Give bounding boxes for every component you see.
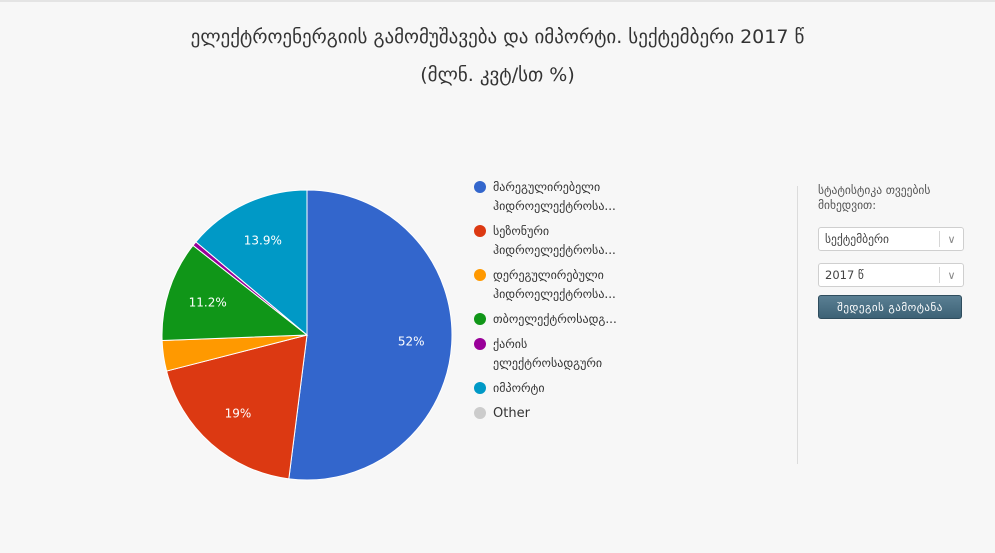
legend-label-line: ქარის	[493, 337, 528, 351]
legend-label: სეზონური ჰიდროელექტროსა...	[493, 222, 663, 260]
legend-label-line: სეზონური	[493, 224, 550, 238]
legend-swatch	[474, 313, 486, 325]
legend-label: ქარის ელექტროსადგური	[493, 335, 663, 373]
legend-item[interactable]: თბოელექტროსადგ...	[474, 310, 674, 329]
filter-label: სტატისტიკა თვეების მიხედვით:	[818, 183, 968, 213]
legend-label: თბოელექტროსადგ...	[493, 310, 663, 329]
pie-chart: 52% 19% 11.2% 13.9%	[161, 189, 453, 481]
legend-item[interactable]: დერეგულირებული ჰიდროელექტროსა...	[474, 266, 674, 304]
legend-label-line: ჰიდროელექტროსა...	[493, 287, 616, 301]
filter-label-line: სტატისტიკა თვეების	[818, 183, 931, 197]
chart-legend: მარეგულირებელი ჰიდროელექტროსა... სეზონური ჰ…	[474, 178, 674, 429]
filter-panel: სტატისტიკა თვეების მიხედვით: სექტემბერი …	[818, 183, 968, 319]
chevron-down-icon[interactable]: ∨	[947, 232, 956, 246]
legend-swatch	[474, 181, 486, 193]
month-select-value: სექტემბერი	[825, 232, 890, 246]
legend-label-line: ჰიდროელექტროსა...	[493, 199, 616, 213]
legend-label-line: თბოელექტროსადგ...	[493, 312, 617, 326]
pie-slice[interactable]	[288, 189, 453, 481]
legend-swatch	[474, 225, 486, 237]
pie-slice[interactable]	[165, 334, 308, 480]
legend-swatch	[474, 269, 486, 281]
pie-data-label: 19%	[225, 406, 252, 420]
legend-label-line: მარეგულირებელი	[493, 180, 601, 194]
legend-label-line: ელექტროსადგური	[493, 356, 603, 370]
chart-title: ელექტროენერგიის გამომუშავება და იმპორტი.…	[190, 26, 805, 48]
legend-item[interactable]: მარეგულირებელი ჰიდროელექტროსა...	[474, 178, 674, 216]
pie-slice[interactable]	[161, 244, 309, 341]
select-separator	[939, 231, 940, 247]
pie-data-label: 11.2%	[189, 296, 227, 310]
year-select-value: 2017 წ	[825, 268, 864, 282]
chevron-down-icon[interactable]: ∨	[947, 268, 956, 282]
legend-label: იმპორტი	[493, 379, 663, 398]
pie-data-label: 13.9%	[244, 233, 282, 247]
legend-label: Other	[493, 404, 663, 423]
panel-divider	[797, 186, 798, 464]
chart-subtitle: (მლნ. კვტ/სთ %)	[420, 64, 575, 86]
legend-label-line: Other	[493, 406, 530, 421]
legend-label-line: იმპორტი	[493, 381, 545, 395]
select-separator	[939, 267, 940, 283]
chart-title-block: ელექტროენერგიის გამომუშავება და იმპორტი.…	[0, 18, 995, 94]
legend-label: დერეგულირებული ჰიდროელექტროსა...	[493, 266, 663, 304]
legend-item[interactable]: Other	[474, 404, 674, 423]
pie-data-label: 52%	[398, 335, 425, 349]
legend-item[interactable]: სეზონური ჰიდროელექტროსა...	[474, 222, 674, 260]
submit-button[interactable]: შედეგის გამოტანა	[818, 295, 962, 319]
legend-swatch	[474, 407, 486, 419]
legend-label-line: ჰიდროელექტროსა...	[493, 243, 616, 257]
legend-label: მარეგულირებელი ჰიდროელექტროსა...	[493, 178, 663, 216]
legend-swatch	[474, 338, 486, 350]
legend-item[interactable]: იმპორტი	[474, 379, 674, 398]
legend-swatch	[474, 382, 486, 394]
pie-slice[interactable]	[195, 189, 308, 337]
legend-item[interactable]: ქარის ელექტროსადგური	[474, 335, 674, 373]
legend-label-line: დერეგულირებული	[493, 268, 604, 282]
year-select[interactable]: 2017 წ ∨	[818, 263, 964, 287]
month-select[interactable]: სექტემბერი ∨	[818, 227, 964, 251]
filter-label-line: მიხედვით:	[818, 198, 877, 212]
top-border	[0, 0, 995, 2]
